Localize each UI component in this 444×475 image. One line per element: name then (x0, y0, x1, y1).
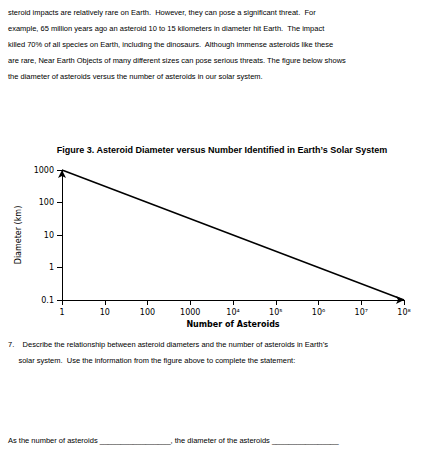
svg-text:Figure 3. Asteroid Diameter ve: Figure 3. Asteroid Diameter versus Numbe… (57, 145, 387, 155)
svg-text:10⁶: 10⁶ (312, 308, 325, 317)
svg-text:killed 70% of all species on E: killed 70% of all species on Earth, incl… (8, 40, 333, 49)
svg-text:10⁴: 10⁴ (226, 308, 239, 317)
svg-text:100: 100 (140, 308, 155, 317)
svg-text:10: 10 (100, 308, 110, 317)
svg-text:1: 1 (49, 263, 54, 272)
svg-text:10⁵: 10⁵ (269, 308, 282, 317)
svg-text:are rare, Near Earth Objects o: are rare, Near Earth Objects of many dif… (8, 56, 346, 65)
svg-text:As the number of asteroids ___: As the number of asteroids _____________… (8, 436, 339, 445)
svg-text:10⁸: 10⁸ (397, 308, 410, 317)
svg-text:Diameter (km): Diameter (km) (14, 206, 23, 265)
svg-text:10⁷: 10⁷ (355, 308, 368, 317)
svg-text:example, 65 million years ago: example, 65 million years ago an asteroi… (8, 24, 325, 33)
svg-text:1: 1 (59, 308, 64, 317)
svg-text:1000: 1000 (34, 166, 54, 175)
svg-text:0.1: 0.1 (41, 296, 54, 305)
svg-text:the diameter of asteroids vers: the diameter of asteroids versus the num… (8, 72, 263, 81)
svg-text:7. Describe the relationshi: 7. Describe the relationship between ast… (8, 340, 328, 349)
svg-text:100: 100 (39, 198, 54, 207)
svg-text:10: 10 (44, 231, 54, 240)
svg-text:1000: 1000 (180, 308, 200, 317)
svg-text:solar system. Use the informa: solar system. Use the information from t… (8, 356, 295, 365)
svg-text:steroid impacts are relatively: steroid impacts are relatively rare on E… (8, 8, 316, 17)
svg-text:Number of Asteroids: Number of Asteroids (186, 320, 279, 329)
